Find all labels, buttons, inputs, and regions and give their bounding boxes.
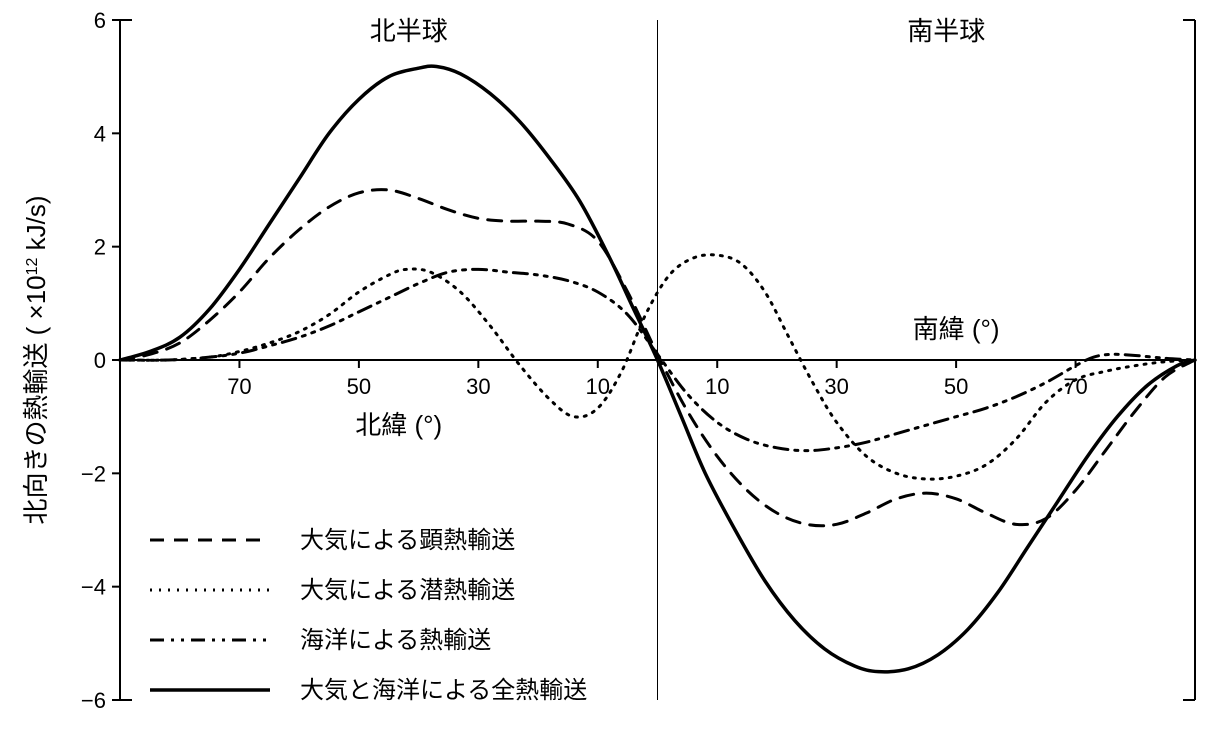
x-tick-label: 50 bbox=[944, 374, 968, 399]
y-axis-label: 北向きの熱輸送 ( ×1012 kJ/s) bbox=[21, 195, 51, 524]
heat-transport-chart: −6−4−202467050301010305070北半球南半球北緯 (°)南緯… bbox=[0, 0, 1215, 751]
x-tick-label: 70 bbox=[227, 374, 251, 399]
south-lat-axis-label: 南緯 (°) bbox=[913, 314, 1000, 344]
y-tick-label: −6 bbox=[81, 688, 106, 713]
south-hemisphere-label: 南半球 bbox=[907, 16, 985, 46]
legend-label-total: 大気と海洋による全熱輸送 bbox=[300, 677, 587, 704]
legend-label-latent: 大気による潜熱輸送 bbox=[300, 577, 515, 604]
north-lat-axis-label: 北緯 (°) bbox=[355, 410, 442, 440]
legend-label-sensible: 大気による顕熱輸送 bbox=[300, 527, 515, 554]
north-hemisphere-label: 北半球 bbox=[370, 16, 448, 46]
legend-label-ocean: 海洋による熱輸送 bbox=[300, 627, 491, 654]
y-tick-label: −2 bbox=[81, 461, 106, 486]
y-tick-label: 4 bbox=[94, 121, 106, 146]
x-tick-label: 30 bbox=[466, 374, 490, 399]
x-tick-label: 10 bbox=[705, 374, 729, 399]
y-tick-label: 2 bbox=[94, 235, 106, 260]
x-tick-label: 50 bbox=[347, 374, 371, 399]
y-tick-label: 6 bbox=[94, 8, 106, 33]
x-tick-label: 30 bbox=[824, 374, 848, 399]
y-tick-label: −4 bbox=[81, 575, 106, 600]
x-tick-label: 10 bbox=[586, 374, 610, 399]
y-tick-label: 0 bbox=[94, 348, 106, 373]
